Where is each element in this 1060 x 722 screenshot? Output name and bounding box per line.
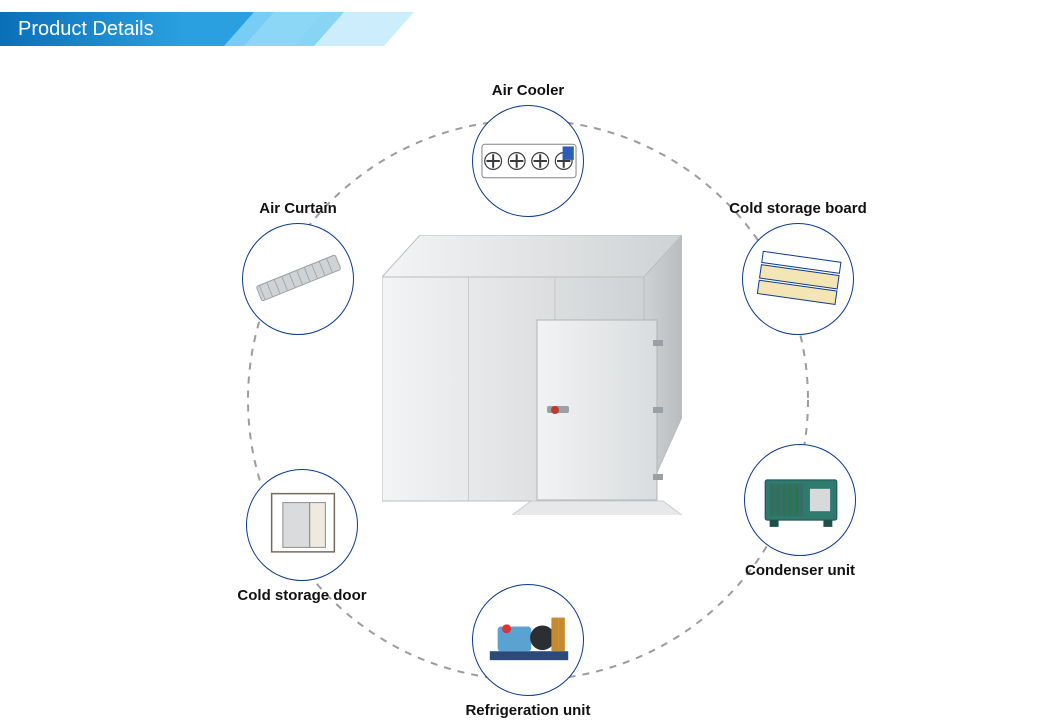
cold-room-illustration (382, 235, 682, 515)
section-title: Product Details (0, 12, 184, 46)
component-air-cooler: Air Cooler (472, 82, 584, 217)
section-header: Product Details (0, 12, 504, 46)
component-air-cooler-icon (472, 105, 584, 217)
component-cold-board: Cold storage board (720, 200, 877, 335)
section-title-text: Product Details (18, 18, 154, 40)
cold-storage-room (382, 235, 682, 515)
component-air-curtain-label: Air Curtain (242, 200, 354, 217)
component-air-cooler-label: Air Cooler (472, 82, 584, 99)
component-air-curtain: Air Curtain (242, 200, 354, 335)
component-cold-door-icon (246, 469, 358, 581)
component-condenser-label: Condenser unit (739, 562, 861, 579)
component-refrigeration: Refrigeration unit (450, 584, 607, 719)
component-air-curtain-icon (242, 223, 354, 335)
banner-decoration (184, 12, 504, 46)
component-condenser-icon (744, 444, 856, 556)
component-refrigeration-icon (472, 584, 584, 696)
component-cold-door-label: Cold storage door (228, 587, 376, 604)
component-refrigeration-label: Refrigeration unit (450, 702, 607, 719)
component-condenser: Condenser unit (739, 444, 861, 579)
component-cold-board-label: Cold storage board (720, 200, 877, 217)
component-cold-board-icon (742, 223, 854, 335)
component-cold-door: Cold storage door (228, 469, 376, 604)
